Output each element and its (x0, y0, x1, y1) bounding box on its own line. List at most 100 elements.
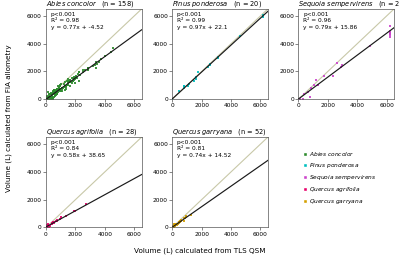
Point (53, 89, 59, 93)
Point (176, 89, 183, 93)
Point (56, 88, 62, 92)
Point (45, 97, 52, 101)
Point (305, 90, 312, 94)
Point (64, 79, 70, 83)
Point (170, 225, 176, 230)
Point (53, 218, 60, 222)
Point (54, 92, 60, 96)
Point (181, 84, 188, 88)
Point (43, 97, 49, 101)
Point (51, 88, 57, 93)
Point (180, 216, 187, 220)
Point (110, 46, 116, 50)
Point (71, 75, 78, 79)
Point (45, 97, 52, 101)
Point (50, 96, 56, 100)
Point (48, 95, 54, 99)
Point (215, 56, 221, 60)
Point (50, 91, 57, 96)
Point (54, 218, 61, 223)
Point (51, 95, 58, 99)
Point (47, 224, 53, 228)
Point (62, 80, 68, 84)
Point (215, 55, 222, 59)
Text: p<0.001
R² = 0.96
y = 0.79x + 15.86: p<0.001 R² = 0.96 y = 0.79x + 15.86 (303, 12, 357, 30)
Point (170, 225, 176, 230)
Point (50, 219, 57, 224)
Point (172, 224, 178, 228)
Point (46, 95, 52, 99)
Point (64, 83, 70, 87)
Point (94, 62, 100, 66)
Point (170, 224, 176, 228)
Point (83, 202, 90, 206)
Point (75, 71, 81, 76)
Point (54, 88, 60, 93)
Point (48, 222, 55, 226)
Point (54, 87, 60, 91)
Point (54, 92, 60, 96)
Point (56, 87, 63, 91)
Point (386, 32, 393, 36)
Point (311, 83, 318, 87)
Point (181, 219, 187, 224)
Point (171, 223, 177, 227)
Point (57, 89, 63, 93)
Point (67, 78, 73, 82)
Point (45, 90, 52, 94)
Point (75, 79, 82, 83)
Point (170, 224, 177, 228)
Point (47, 96, 54, 100)
Point (44, 95, 50, 99)
Point (260, 13, 266, 17)
Point (58, 87, 65, 91)
Point (48, 95, 55, 99)
Point (169, 225, 176, 230)
Point (49, 97, 55, 101)
Point (313, 78, 320, 82)
Point (170, 225, 176, 230)
Point (73, 76, 80, 80)
Point (175, 220, 182, 224)
Point (386, 31, 393, 35)
Point (307, 95, 313, 99)
Point (176, 221, 182, 225)
Point (178, 219, 184, 223)
Point (45, 223, 51, 227)
Text: p<0.001
R² = 0.99
y = 0.97x + 22.1: p<0.001 R² = 0.99 y = 0.97x + 22.1 (177, 12, 228, 30)
Point (54, 88, 60, 92)
Point (72, 81, 78, 85)
Point (314, 83, 321, 87)
Point (320, 74, 327, 78)
Point (45, 97, 52, 101)
Point (173, 222, 180, 226)
Point (93, 60, 99, 64)
Point (47, 92, 54, 96)
Text: $\it{Quercus}$ $\it{garryana}$   (n = 52): $\it{Quercus}$ $\it{garryana}$ (n = 52) (172, 127, 267, 137)
Point (68, 80, 74, 84)
Point (56, 86, 62, 90)
Point (183, 214, 189, 218)
Point (177, 219, 184, 223)
Point (314, 82, 321, 87)
Point (56, 88, 63, 92)
Point (46, 95, 53, 99)
Point (51, 88, 57, 92)
Point (63, 84, 69, 88)
Point (170, 225, 176, 229)
Point (59, 86, 66, 90)
Point (54, 87, 61, 91)
Point (171, 223, 177, 227)
Point (72, 209, 78, 213)
Point (65, 79, 72, 84)
Point (49, 96, 56, 100)
Point (59, 89, 65, 93)
Point (69, 76, 76, 80)
Point (207, 62, 214, 66)
Point (45, 222, 52, 226)
Point (50, 89, 57, 94)
Point (80, 68, 86, 72)
Point (48, 97, 55, 101)
Point (67, 84, 74, 88)
Point (171, 223, 178, 227)
